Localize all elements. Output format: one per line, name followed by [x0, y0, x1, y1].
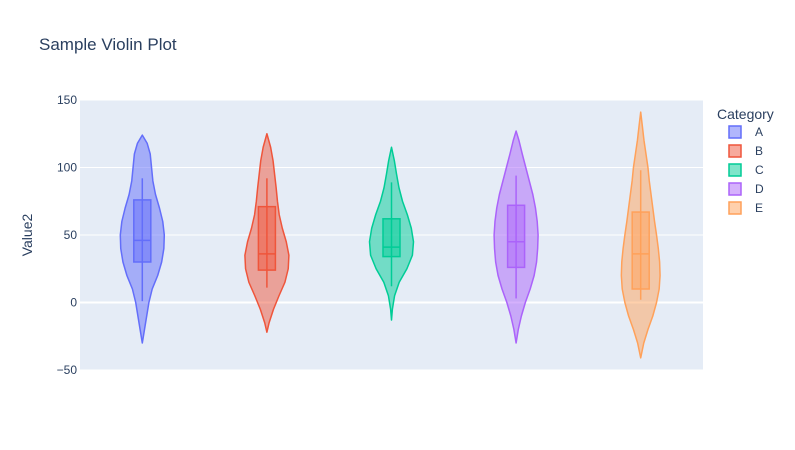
- y-tick-label: 0: [70, 296, 77, 310]
- violin-box: [257, 205, 277, 271]
- y-tick-label: −50: [57, 363, 78, 377]
- y-tick-label: 50: [64, 228, 78, 242]
- legend-swatch: [728, 163, 742, 177]
- violin-box: [133, 199, 152, 263]
- violin-box: [506, 204, 526, 269]
- violin-A: [119, 134, 166, 344]
- violin-E: [620, 111, 661, 359]
- violin-C: [368, 146, 415, 321]
- legend-swatch: [728, 201, 742, 215]
- legend-item-C[interactable]: C: [728, 163, 764, 177]
- legend-item-E[interactable]: E: [728, 201, 763, 215]
- legend-item-D[interactable]: D: [728, 182, 764, 196]
- legend-label: E: [755, 201, 763, 215]
- legend-label: D: [755, 182, 764, 196]
- legend-title: Category: [717, 106, 774, 122]
- violin-box: [382, 218, 401, 258]
- chart-title: Sample Violin Plot: [39, 35, 177, 54]
- y-tick-label: 100: [57, 161, 77, 175]
- legend-label: C: [755, 163, 764, 177]
- violin-B: [244, 133, 290, 333]
- violin-box: [631, 211, 650, 290]
- legend-swatch: [728, 144, 742, 158]
- violin-D: [493, 130, 539, 344]
- y-tick-label: 150: [57, 93, 77, 107]
- legend-swatch: [728, 182, 742, 196]
- legend-item-A[interactable]: A: [728, 125, 763, 139]
- y-axis-title: Value2: [19, 214, 35, 257]
- legend-swatch: [728, 125, 742, 139]
- legend-label: A: [755, 125, 763, 139]
- y-axis-ticks: −50 0 50 100 150: [57, 93, 78, 377]
- legend-item-B[interactable]: B: [728, 144, 763, 158]
- violins: [119, 111, 661, 359]
- legend-label: B: [755, 144, 763, 158]
